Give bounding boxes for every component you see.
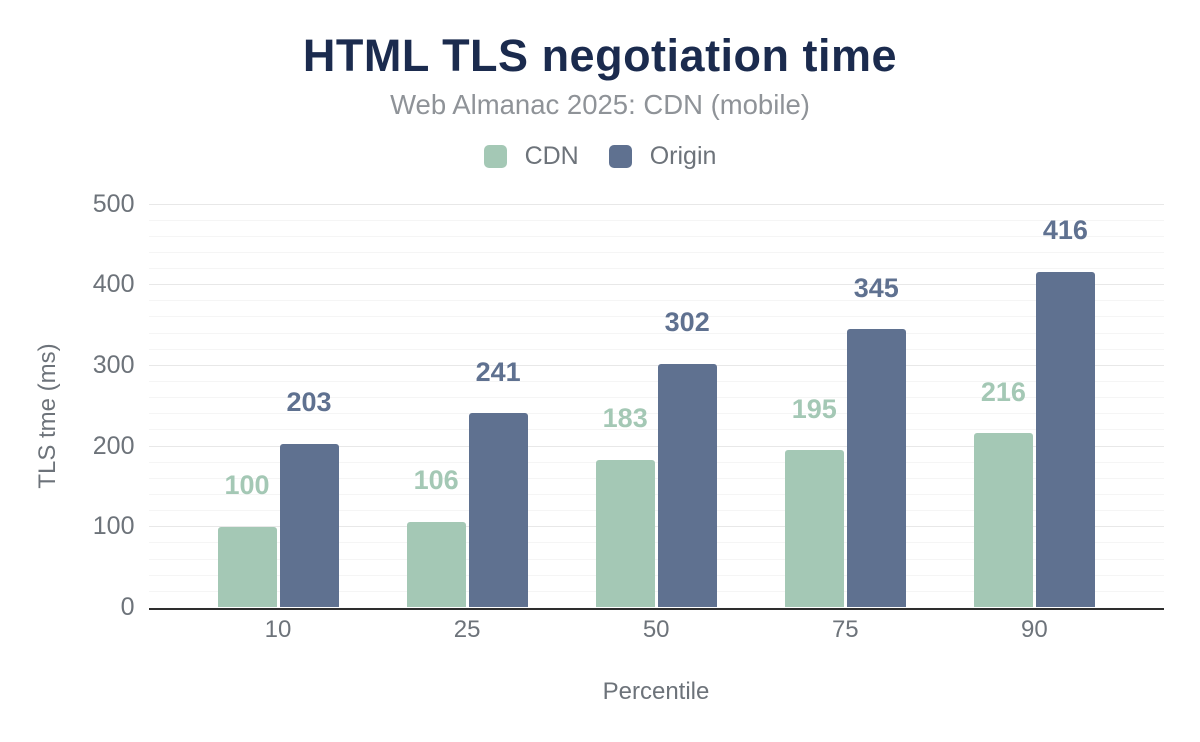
chart-subtitle: Web Almanac 2025: CDN (mobile) — [390, 89, 810, 120]
legend: CDN Origin — [0, 142, 1200, 171]
minor-gridline — [148, 429, 1164, 431]
bar-origin-p90 — [1035, 271, 1095, 608]
bar-origin-p75 — [846, 329, 906, 608]
minor-gridline — [148, 251, 1164, 253]
minor-gridline — [148, 381, 1164, 383]
legend-item-origin: Origin — [608, 142, 717, 171]
legend-swatch-origin — [608, 145, 632, 168]
bar-origin-p50 — [657, 363, 717, 608]
y-tick-label: 500 — [92, 189, 135, 218]
y-tick-label: 0 — [120, 593, 135, 621]
y-tick-label: 400 — [92, 270, 135, 299]
legend-swatch-cdn — [483, 145, 507, 168]
minor-gridline — [148, 494, 1164, 496]
bar-value-label: 241 — [475, 356, 521, 387]
minor-gridline — [148, 235, 1164, 237]
major-gridline — [148, 203, 1164, 205]
minor-gridline — [148, 316, 1164, 318]
minor-gridline — [148, 461, 1164, 463]
bar-value-label: 183 — [602, 403, 648, 434]
y-axis-title: TLS tme (ms) — [33, 343, 61, 489]
bar-cdn-p25 — [406, 521, 466, 608]
minor-gridline — [148, 574, 1164, 576]
legend-label-origin: Origin — [649, 142, 717, 170]
minor-gridline — [148, 542, 1164, 544]
minor-gridline — [148, 413, 1164, 415]
major-gridline — [148, 284, 1164, 286]
bar-value-label: 203 — [286, 387, 332, 418]
minor-gridline — [148, 332, 1164, 334]
bar-origin-p25 — [468, 413, 528, 608]
bar-value-label: 302 — [664, 307, 710, 338]
bar-value-label: 216 — [980, 376, 1026, 407]
bar-cdn-p90 — [973, 433, 1033, 608]
minor-gridline — [148, 590, 1164, 592]
minor-gridline — [148, 558, 1164, 560]
minor-gridline — [148, 300, 1164, 302]
x-axis-title: Percentile — [602, 678, 710, 705]
y-tick-label: 200 — [92, 431, 135, 460]
bar-value-label: 345 — [853, 272, 899, 303]
bar-value-label: 416 — [1042, 215, 1088, 246]
minor-gridline — [148, 219, 1164, 221]
x-tick-label: 75 — [831, 616, 859, 643]
major-gridline — [148, 364, 1164, 366]
x-tick-label: 50 — [642, 616, 670, 643]
minor-gridline — [148, 510, 1164, 512]
minor-gridline — [148, 397, 1164, 399]
bar-cdn-p10 — [217, 526, 277, 608]
x-tick-label: 90 — [1021, 616, 1048, 643]
minor-gridline — [148, 477, 1164, 479]
minor-gridline — [148, 348, 1164, 350]
minor-gridline — [148, 268, 1164, 270]
chart-title: HTML TLS negotiation time — [302, 30, 898, 81]
x-tick-label: 25 — [453, 616, 481, 643]
bar-value-label: 106 — [413, 465, 459, 496]
major-gridline — [148, 445, 1164, 447]
y-tick-label: 300 — [92, 350, 135, 379]
bar-cdn-p50 — [595, 459, 655, 608]
legend-label-cdn: CDN — [524, 142, 579, 170]
x-axis-line — [148, 607, 1164, 610]
major-gridline — [148, 526, 1164, 528]
y-tick-label: 100 — [92, 512, 135, 541]
x-tick-label: 10 — [264, 616, 292, 643]
bar-cdn-p75 — [784, 450, 844, 608]
bar-value-label: 100 — [224, 470, 270, 501]
bar-origin-p10 — [279, 443, 339, 608]
legend-item-cdn: CDN — [483, 142, 579, 171]
bar-value-label: 195 — [791, 393, 837, 424]
